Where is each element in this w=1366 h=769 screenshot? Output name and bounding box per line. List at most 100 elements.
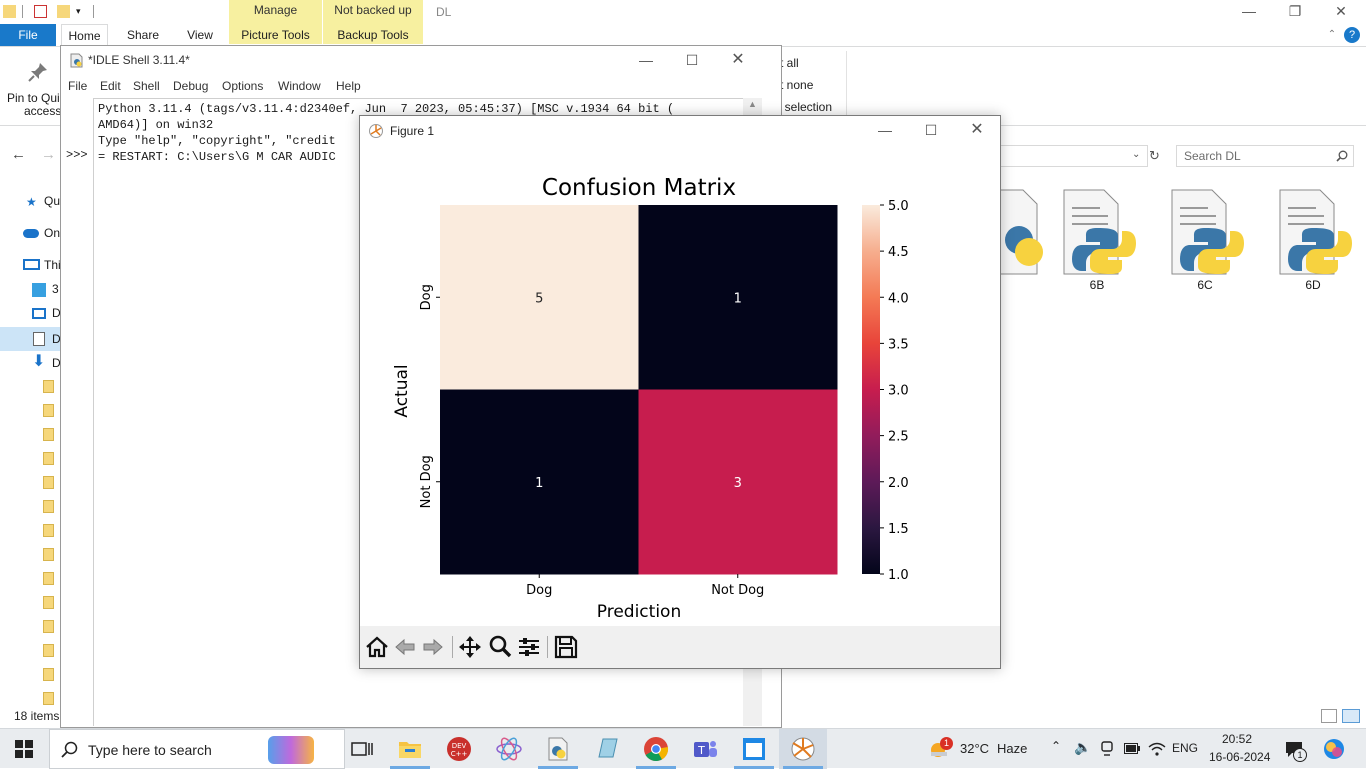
menu-debug[interactable]: Debug [173, 79, 209, 93]
forward-arrow-icon[interactable]: → [41, 146, 56, 163]
python-file-6b[interactable]: 6B [1058, 188, 1136, 292]
back-arrow-icon[interactable]: ← [11, 146, 26, 163]
weather-description[interactable]: Haze [997, 741, 1028, 756]
pin-quick-access-label[interactable]: Pin to Qui [7, 91, 60, 105]
tab-view[interactable]: View [187, 28, 213, 42]
help-icon[interactable]: ? [1344, 27, 1360, 43]
nav-item-3d-objects[interactable]: 3 [52, 282, 59, 296]
details-view-icon[interactable] [1321, 709, 1337, 723]
pin-icon[interactable] [27, 61, 49, 83]
pin-quick-access-label-2[interactable]: access [24, 104, 62, 118]
zoom-icon[interactable] [487, 634, 513, 660]
folder-icon[interactable] [43, 524, 54, 537]
nav-item-quick-access[interactable]: Qu [44, 194, 61, 208]
folder-icon[interactable] [43, 404, 54, 417]
task-view-icon[interactable] [348, 735, 376, 763]
nav-item-onedrive[interactable]: On [44, 226, 61, 240]
teams-icon[interactable]: T [691, 735, 719, 763]
folder-icon[interactable] [43, 548, 54, 561]
folder-icon[interactable] [43, 620, 54, 633]
folder-icon[interactable] [43, 452, 54, 465]
copilot-icon[interactable] [1322, 737, 1346, 761]
battery-icon[interactable] [1124, 743, 1140, 754]
menu-options[interactable]: Options [222, 79, 264, 93]
idle-taskbar-icon[interactable] [544, 735, 572, 763]
home-icon[interactable] [364, 634, 390, 660]
clock-time[interactable]: 20:52 [1222, 732, 1253, 746]
weather-temperature[interactable]: 32°C [960, 741, 990, 756]
notepad-icon[interactable] [593, 735, 621, 763]
taskbar-search-box[interactable]: Type here to search [49, 729, 345, 769]
search-input[interactable]: Search DL [1176, 145, 1354, 167]
configure-icon[interactable] [516, 634, 542, 660]
menu-edit[interactable]: Edit [100, 79, 121, 93]
search-highlight-icon[interactable] [268, 736, 314, 764]
chevron-down-icon[interactable]: ⌄ [1132, 149, 1141, 160]
folder-icon[interactable] [43, 380, 54, 393]
tab-home[interactable]: Home [61, 24, 108, 46]
file-explorer-taskbar-icon[interactable] [396, 735, 424, 763]
select-none-button[interactable]: ct none [774, 78, 814, 92]
menu-help[interactable]: Help [336, 79, 361, 93]
customize-qat-icon[interactable]: ▾ [76, 6, 81, 16]
tab-picture-tools[interactable]: Picture Tools [241, 28, 310, 42]
webcam-icon[interactable] [1100, 741, 1114, 757]
close-button[interactable]: ✕ [731, 51, 745, 68]
folder-icon[interactable] [43, 668, 54, 681]
folder-icon[interactable] [43, 644, 54, 657]
wifi-icon[interactable] [1148, 741, 1166, 757]
maximize-button[interactable]: ☐ [685, 52, 699, 68]
chrome-icon[interactable] [642, 735, 670, 763]
input-language[interactable]: ENG [1172, 741, 1199, 755]
tab-file[interactable]: File [0, 24, 56, 46]
tab-backup-tools[interactable]: Backup Tools [337, 28, 409, 42]
active-taskbar-button[interactable] [779, 729, 827, 769]
folder-icon[interactable] [43, 428, 54, 441]
scroll-up-icon[interactable]: ▲ [748, 99, 757, 109]
pan-icon[interactable] [457, 634, 483, 660]
folder-icon[interactable] [43, 596, 54, 609]
forward-icon[interactable] [420, 634, 446, 660]
clock-date[interactable]: 16-06-2024 [1209, 750, 1271, 764]
restore-button[interactable]: ❐ [1288, 3, 1302, 19]
save-icon[interactable] [553, 634, 579, 660]
close-button[interactable]: ✕ [1335, 3, 1347, 19]
minimize-button[interactable]: — [1242, 3, 1256, 19]
nav-item-desktop[interactable]: D [52, 306, 61, 320]
tab-share[interactable]: Share [126, 28, 160, 42]
folder-icon[interactable] [43, 692, 54, 705]
search-icon[interactable] [1336, 150, 1348, 162]
show-hidden-icons-icon[interactable]: ⌃ [1051, 739, 1062, 753]
back-icon[interactable] [392, 634, 418, 660]
windows-start-icon[interactable] [15, 740, 33, 758]
large-icons-view-icon[interactable] [1342, 709, 1360, 723]
shell-line: = RESTART: C:\Users\G M CAR AUDIC [98, 150, 336, 164]
python-file-6c[interactable]: 6C [1166, 188, 1244, 292]
folder-icon[interactable] [43, 572, 54, 585]
python-file-6d[interactable]: 6D [1274, 188, 1352, 292]
invert-selection-button[interactable]: rt selection [774, 100, 833, 114]
folder-icon[interactable] [43, 476, 54, 489]
menu-shell[interactable]: Shell [133, 79, 160, 93]
address-bar[interactable]: ⌄ [990, 145, 1148, 167]
folder-icon[interactable] [43, 500, 54, 513]
menu-file[interactable]: File [68, 79, 88, 93]
dev-cpp-icon[interactable]: DEV C++ [445, 735, 473, 763]
speaker-icon[interactable]: 🔈 [1074, 739, 1092, 755]
app-window-icon[interactable] [740, 735, 768, 763]
nav-item-downloads[interactable]: D [52, 356, 61, 370]
minimize-button[interactable]: — [639, 52, 653, 68]
close-button[interactable]: ✕ [970, 121, 984, 138]
minimize-button[interactable]: — [878, 122, 892, 138]
collapse-ribbon-icon[interactable]: ⌃ [1327, 29, 1337, 40]
properties-icon[interactable] [34, 5, 47, 18]
atom-app-icon[interactable] [495, 735, 523, 763]
nav-item-this-pc[interactable]: Thi [44, 258, 61, 272]
refresh-icon[interactable]: ↻ [1149, 148, 1160, 163]
menu-window[interactable]: Window [278, 79, 321, 93]
maximize-button[interactable]: ☐ [924, 122, 938, 138]
shell-output[interactable]: Python 3.11.4 (tags/v3.11.4:d2340ef, Jun… [93, 98, 743, 726]
new-folder-icon[interactable] [57, 5, 70, 18]
python-file-icon[interactable] [975, 188, 1053, 288]
nav-item-documents[interactable]: D [52, 332, 61, 346]
